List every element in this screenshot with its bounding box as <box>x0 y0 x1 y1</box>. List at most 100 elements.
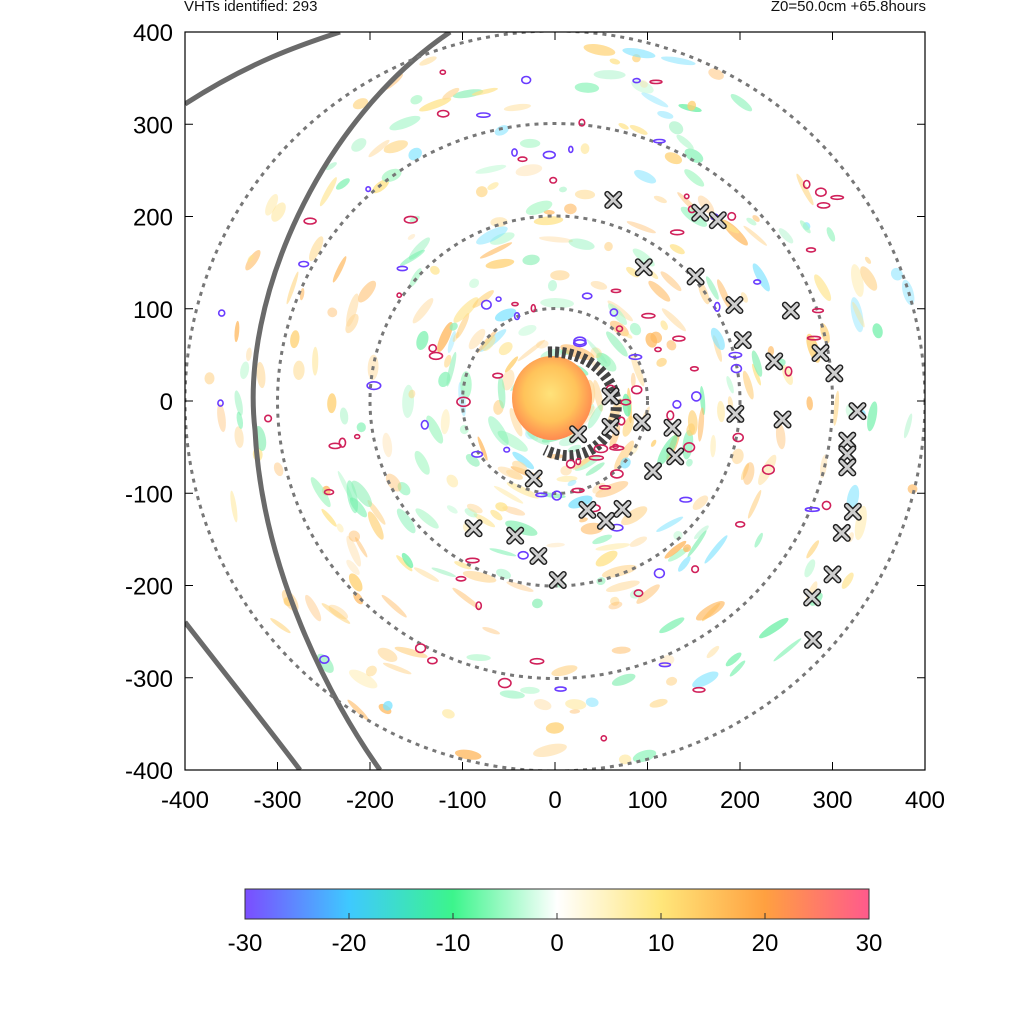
field-streak <box>482 335 496 352</box>
vht-marker <box>632 413 651 432</box>
field-streak <box>540 298 574 309</box>
field-streak <box>710 327 725 351</box>
field-streak <box>660 56 696 66</box>
vorticity-contour <box>495 296 502 302</box>
field-streak <box>382 662 412 675</box>
vorticity-contour <box>428 343 438 353</box>
field-streak <box>664 540 687 559</box>
field-streak <box>442 709 455 719</box>
field-streak <box>660 271 682 292</box>
field-streak <box>265 193 279 216</box>
vorticity-contour <box>511 301 519 307</box>
field-streak <box>650 439 657 447</box>
field-streak <box>471 87 498 96</box>
field-streak <box>623 331 633 339</box>
field-streak <box>551 665 578 677</box>
field-streak <box>493 485 524 504</box>
field-streak <box>806 396 813 411</box>
field-streak <box>230 490 238 523</box>
field-streak <box>305 594 322 622</box>
vorticity-contour <box>784 366 793 377</box>
colorbar-tick-label: 20 <box>752 930 779 957</box>
field-streak <box>336 523 344 533</box>
field-streak <box>485 258 515 269</box>
field-streak <box>381 594 407 618</box>
vorticity-contour <box>439 69 447 75</box>
field-streak <box>686 423 696 437</box>
vorticity-contour <box>628 353 643 361</box>
y-tick-label: -100 <box>125 481 173 508</box>
field-streak <box>496 568 511 580</box>
field-streak <box>512 451 535 470</box>
field-streak <box>890 267 903 281</box>
field-streak <box>327 307 338 318</box>
field-streak <box>704 535 728 564</box>
field-streak <box>611 646 631 654</box>
field-streak <box>587 404 603 429</box>
field-streak <box>518 324 537 336</box>
y-tick-label: -400 <box>125 758 173 785</box>
field-streak <box>346 293 359 327</box>
field-streak <box>332 256 347 283</box>
field-streak <box>565 699 587 710</box>
field-streak <box>708 68 724 80</box>
vorticity-contour <box>683 193 690 200</box>
field-streak <box>611 673 636 686</box>
field-streak <box>419 56 437 66</box>
field-streak <box>293 360 305 380</box>
field-streak <box>864 256 872 264</box>
field-streak <box>533 743 567 758</box>
field-streak <box>345 313 359 334</box>
field-streak <box>668 121 684 135</box>
field-streak <box>593 379 604 412</box>
field-streak <box>742 462 755 485</box>
field-streak <box>872 323 883 339</box>
field-streak <box>397 482 411 496</box>
field-streak <box>352 98 369 110</box>
field-streak <box>351 138 367 152</box>
vorticity-contour <box>821 500 832 511</box>
storm-eye-core <box>512 356 592 440</box>
vht-marker <box>708 211 727 230</box>
field-streak <box>656 516 684 532</box>
field-streak <box>234 426 244 448</box>
field-streak <box>626 221 656 234</box>
field-streak <box>564 203 577 215</box>
field-streak <box>538 236 574 243</box>
field-streak <box>630 372 636 388</box>
field-streak <box>346 535 362 567</box>
vorticity-contour <box>475 601 483 611</box>
vorticity-contour <box>535 492 548 498</box>
field-streak <box>357 280 377 303</box>
field-streak <box>453 297 479 323</box>
field-streak <box>694 525 709 540</box>
field-streak <box>286 271 299 305</box>
field-streak <box>543 209 555 215</box>
field-streak <box>498 342 513 356</box>
x-tick-label: 0 <box>548 787 561 814</box>
colorbar: -30 -20 -10 0 10 20 30 <box>228 888 882 957</box>
field-streak <box>412 298 434 324</box>
range-ring <box>461 307 649 495</box>
field-streak <box>309 236 324 262</box>
field-streak <box>346 559 360 576</box>
vorticity-contour <box>816 201 831 209</box>
field-streak <box>622 47 656 59</box>
field-streak <box>348 573 363 592</box>
vorticity-contour <box>653 568 666 579</box>
vorticity-contour <box>689 365 700 372</box>
vorticity-contour <box>517 156 528 163</box>
field-streak <box>595 481 629 498</box>
field-streak <box>583 44 616 56</box>
vorticity-contour <box>802 179 811 190</box>
field-streak <box>407 233 416 240</box>
field-streak <box>367 500 386 525</box>
vorticity-contour <box>728 351 743 359</box>
field-streak <box>509 407 523 437</box>
field-streak <box>351 480 372 508</box>
vht-marker <box>823 565 842 584</box>
vorticity-contour <box>641 312 656 319</box>
field-streak <box>648 280 671 302</box>
field-streak <box>729 660 746 677</box>
field-streak <box>683 544 691 553</box>
